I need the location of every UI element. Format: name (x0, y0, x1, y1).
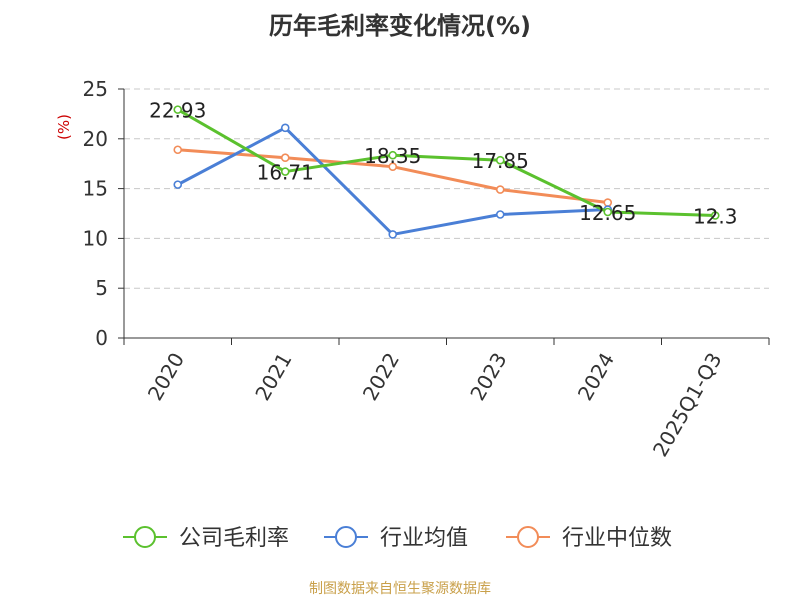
y-axis-label: (%) (55, 114, 73, 140)
series-point-1 (495, 210, 505, 219)
series-point-1 (173, 180, 183, 189)
data-label: 18.35 (364, 144, 421, 168)
x-tick-label: 2023 (465, 349, 511, 405)
x-tick-label: 2022 (358, 349, 404, 405)
series-point-2 (173, 145, 183, 155)
legend-label: 行业中位数 (562, 526, 672, 551)
legend-marker (134, 526, 156, 548)
legend-marker (517, 526, 539, 548)
y-tick-label: 5 (95, 276, 108, 300)
data-label: 12.3 (693, 204, 738, 228)
series-point-0 (280, 167, 290, 176)
data-source-note: 制图数据来自恒生聚源数据库 (309, 581, 491, 597)
x-tick-label: 2020 (143, 349, 189, 405)
chart-title: 历年毛利率变化情况(%) (269, 12, 531, 40)
legend-label: 行业均值 (380, 526, 468, 551)
series-point-1 (280, 123, 290, 133)
data-label: 22.93 (149, 99, 206, 123)
legend-label: 公司毛利率 (179, 526, 289, 551)
x-tick-label: 2024 (573, 349, 619, 405)
series-point-0 (603, 207, 613, 217)
y-tick-label: 0 (95, 326, 108, 350)
y-tick-label: 10 (83, 226, 108, 250)
legend-marker (335, 526, 357, 548)
y-tick-label: 15 (83, 177, 108, 201)
series-point-2 (495, 185, 505, 194)
series-point-2 (388, 162, 398, 171)
data-label: 17.85 (472, 149, 529, 173)
x-tick-label: 2025Q1-Q3 (648, 349, 727, 461)
series-point-0 (710, 211, 720, 220)
series-line-0 (177, 108, 716, 217)
series-point-0 (388, 150, 398, 160)
series-point-2 (280, 153, 290, 163)
series-point-0 (495, 155, 505, 165)
x-tick-label: 2021 (250, 349, 296, 405)
y-tick-label: 25 (83, 77, 108, 101)
series-point-1 (388, 230, 398, 239)
data-label: 12.65 (579, 201, 636, 225)
series-point-0 (173, 105, 183, 114)
data-label: 16.71 (257, 161, 314, 185)
y-tick-label: 20 (83, 127, 108, 151)
